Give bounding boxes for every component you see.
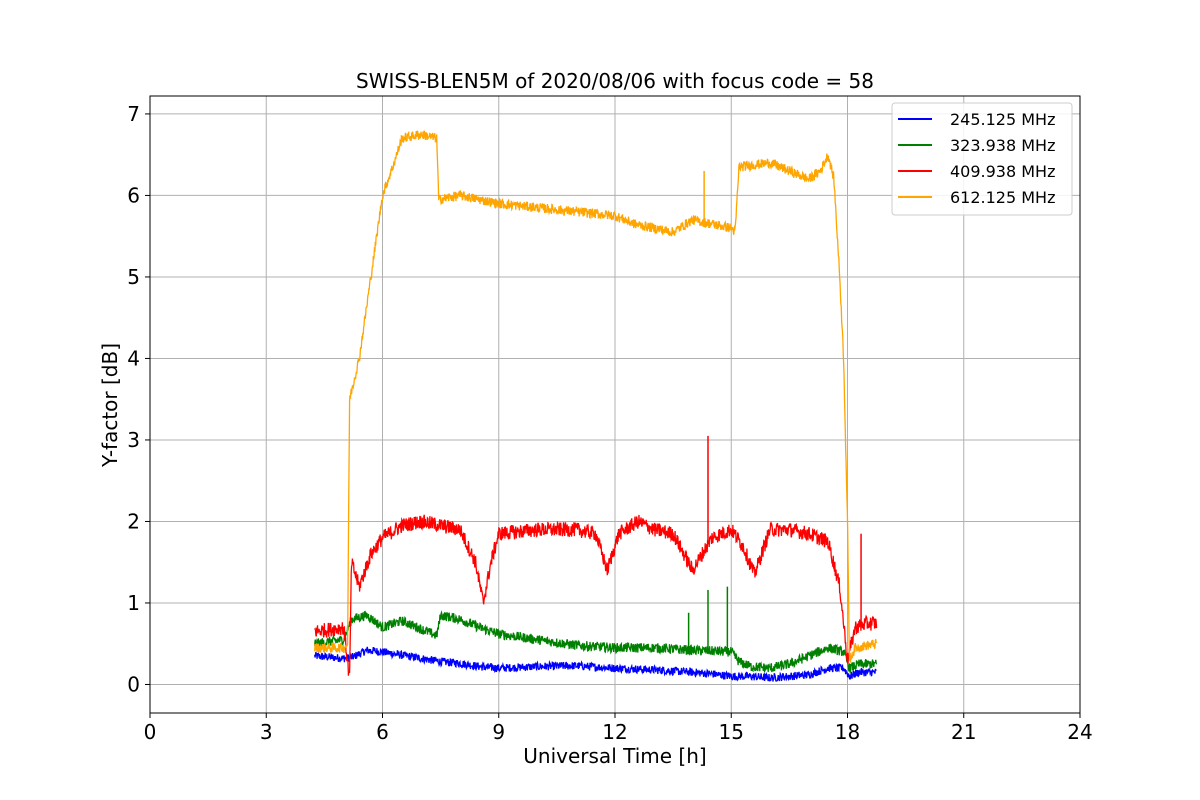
series-line-1 [314,646,877,682]
x-tick-label: 18 [835,720,860,744]
chart-title: SWISS-BLEN5M of 2020/08/06 with focus co… [356,69,874,93]
x-axis-label: Universal Time [h] [523,744,706,768]
y-tick-label: 0 [127,672,140,696]
legend: 245.125 MHz 323.938 MHz 409.938 MHz 612.125… [891,102,1073,216]
y-axis-label: Y-factor [dB] [98,343,122,468]
y-tick-label: 4 [127,346,140,370]
y-tick-label: 2 [127,509,140,533]
series-line-3 [314,514,878,676]
y-tick-label: 6 [127,183,140,207]
y-tick-label: 7 [127,102,140,126]
legend-entry: 612.125 MHz [950,188,1055,207]
y-tick-label: 5 [127,265,140,289]
x-tick-label: 15 [719,720,744,744]
x-tick-label: 21 [951,720,976,744]
x-tick-label: 6 [376,720,389,744]
x-tick-label: 3 [260,720,273,744]
series-line-2 [314,610,878,673]
x-tick-label: 12 [602,720,627,744]
y-tick-label: 1 [127,591,140,615]
x-tick-label: 9 [492,720,505,744]
plot-area [314,130,878,682]
legend-entry: 323.938 MHz [950,136,1055,155]
x-tick-label: 24 [1067,720,1092,744]
y-tick-label: 3 [127,428,140,452]
legend-entry: 409.938 MHz [950,162,1055,181]
legend-entry: 245.125 MHz [950,110,1055,129]
series-line-4 [314,130,878,663]
legend-box [891,102,1073,216]
grid [149,96,1081,713]
x-tick-label: 0 [144,720,157,744]
